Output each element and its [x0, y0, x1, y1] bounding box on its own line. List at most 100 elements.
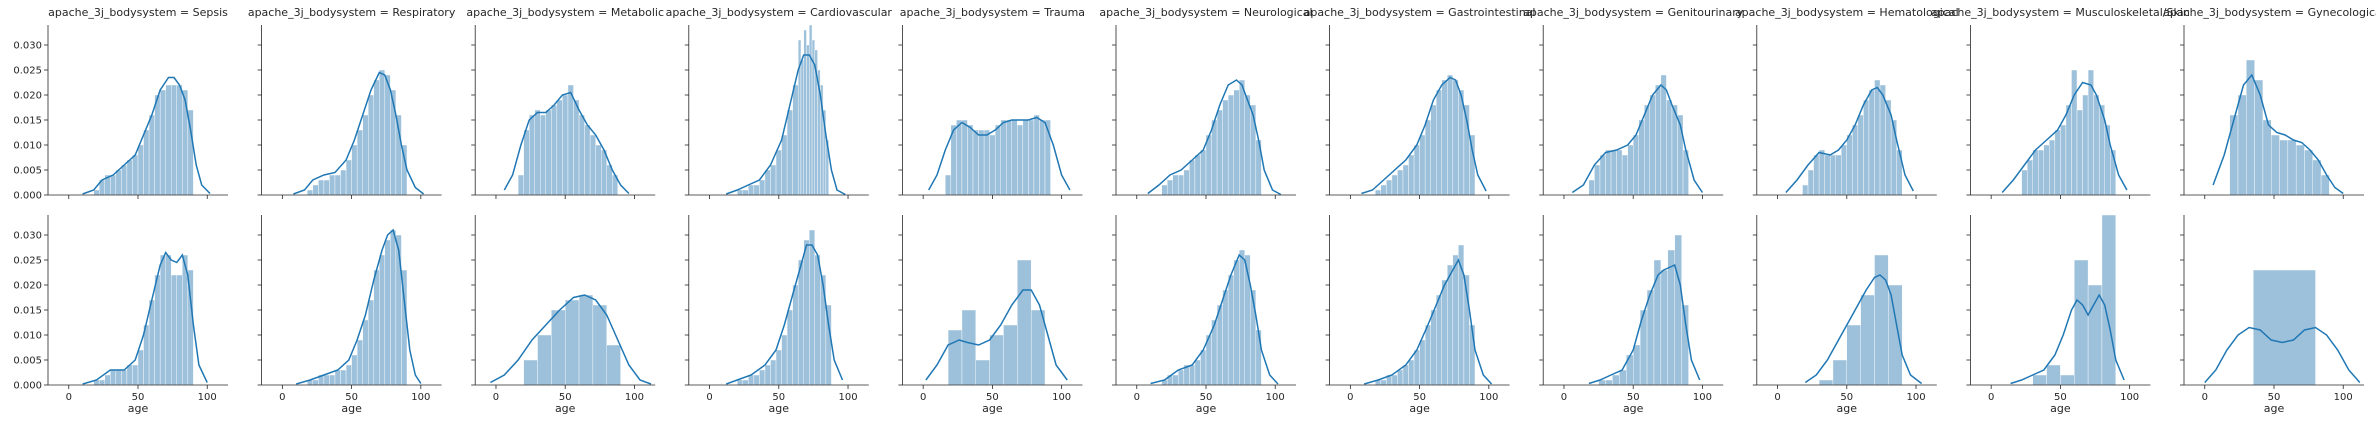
x-tick-label: 0: [1774, 392, 1780, 403]
histogram-bar: [2271, 134, 2280, 196]
panel-neurological-death-0: apache_3j_bodysystem = Neurological: [1099, 6, 1313, 199]
histogram-bar: [800, 59, 804, 196]
histogram-bar: [2287, 139, 2297, 196]
histogram-bar: [1189, 364, 1196, 386]
histogram-bar: [2021, 169, 2028, 196]
histogram-bar: [1227, 274, 1234, 386]
panel-respiratory-death-1: 0 50 100 age: [257, 215, 442, 415]
column-title: apache_3j_bodysystem = Trauma: [900, 6, 1085, 19]
histogram-bar: [545, 109, 552, 196]
histogram-bar: [2312, 159, 2322, 196]
histogram-bar: [1619, 369, 1627, 386]
histogram-bar: [1006, 119, 1012, 196]
histogram-bar: [329, 374, 336, 386]
kde-line: [1804, 274, 1923, 385]
histogram-bar: [159, 254, 166, 386]
histogram-bar: [1632, 344, 1641, 386]
histogram-bar: [1017, 259, 1032, 386]
x-axis-label: age: [1623, 402, 1644, 415]
histogram-bar: [1375, 189, 1382, 196]
x-axis-label: age: [341, 402, 362, 415]
histogram-bar: [1835, 154, 1842, 196]
x-tick-label: 0: [920, 392, 926, 403]
kde-line: [928, 116, 1071, 191]
kde-line: [490, 294, 652, 385]
histogram-bar: [1255, 329, 1262, 386]
histogram-bar: [1380, 379, 1387, 386]
panel-neurological-death-1: 0 50 100 age: [1112, 215, 1296, 415]
x-tick-label: 0: [1988, 392, 1994, 403]
column-title: apache_3j_bodysystem = Cardiovascular: [666, 6, 893, 19]
histogram-bar: [534, 109, 541, 196]
histogram-bar: [1028, 119, 1035, 196]
x-tick-label: 100: [1479, 392, 1498, 403]
histogram-bar: [1674, 234, 1682, 386]
x-tick-label: 0: [2202, 392, 2208, 403]
histogram-bar: [1408, 154, 1415, 196]
histogram-bar: [806, 44, 810, 196]
x-tick-label: 100: [2120, 392, 2139, 403]
histogram-bar: [1616, 149, 1623, 196]
histogram-bar: [1430, 104, 1437, 196]
histogram-bar: [1408, 359, 1415, 386]
histogram-bar: [2279, 139, 2289, 196]
histogram-bar: [809, 229, 815, 386]
histogram-bar: [2043, 144, 2050, 196]
x-tick-label: 50: [1200, 392, 1213, 403]
histogram-bar: [171, 84, 177, 196]
x-axis-label: age: [1409, 402, 1430, 415]
x-axis-label: age: [982, 402, 1003, 415]
histogram-bar: [1846, 324, 1861, 386]
histogram-bar: [2229, 114, 2239, 196]
histogram-bar: [786, 309, 793, 386]
histogram-bar: [1233, 259, 1240, 386]
histogram-bar: [1172, 174, 1179, 196]
histogram-bar: [523, 359, 538, 386]
panel-trauma-death-1: 0 50 100 age: [898, 215, 1083, 415]
histogram-bar: [1802, 184, 1809, 196]
histogram-bar: [1846, 134, 1853, 196]
histogram-bar: [2087, 284, 2103, 386]
kde-line: [1785, 86, 1914, 193]
y-tick-label: 0.025: [13, 256, 42, 267]
histogram-bar: [1852, 124, 1859, 196]
histogram-bar: [1594, 164, 1601, 196]
histogram-bar: [978, 129, 985, 196]
histogram-bar: [312, 379, 319, 386]
histogram-bar: [820, 274, 827, 386]
kde-line: [2212, 73, 2344, 195]
histogram-bar: [1397, 369, 1404, 386]
histogram-bar: [115, 169, 122, 196]
histogram-bar: [1167, 179, 1173, 196]
histogram-bar: [1436, 294, 1442, 386]
kde-line: [503, 91, 630, 195]
histogram-bar: [1807, 169, 1814, 196]
histogram-bar: [737, 189, 743, 196]
y-tick-label: 0.030: [13, 231, 42, 242]
histogram-bar: [1646, 289, 1655, 386]
histogram-bar: [540, 114, 547, 196]
panel-genitourinary-death-1: 0 50 100 age: [1539, 215, 1724, 415]
histogram-bar: [1413, 349, 1420, 386]
histogram-bar: [182, 89, 189, 196]
histogram-bar: [1205, 134, 1212, 196]
x-tick-label: 100: [1906, 392, 1925, 403]
histogram-bar: [395, 234, 402, 386]
histogram-bar: [2032, 374, 2047, 386]
x-tick-label: 100: [625, 392, 644, 403]
histogram-bar: [2076, 109, 2083, 196]
histogram-bar: [318, 179, 325, 196]
histogram-bar: [1402, 364, 1409, 386]
histogram-bar: [1194, 154, 1201, 196]
histogram-bar: [781, 334, 788, 386]
histogram-bar: [584, 124, 591, 196]
histogram-bar: [165, 84, 172, 196]
histogram-bar: [1469, 134, 1476, 196]
x-tick-label: 100: [198, 392, 217, 403]
histogram-bar: [115, 369, 122, 386]
kde-line: [1588, 263, 1701, 385]
histogram-bar: [1000, 119, 1007, 196]
x-tick-label: 100: [1266, 392, 1285, 403]
histogram-bar: [1003, 324, 1018, 386]
histogram-bar: [578, 114, 585, 196]
